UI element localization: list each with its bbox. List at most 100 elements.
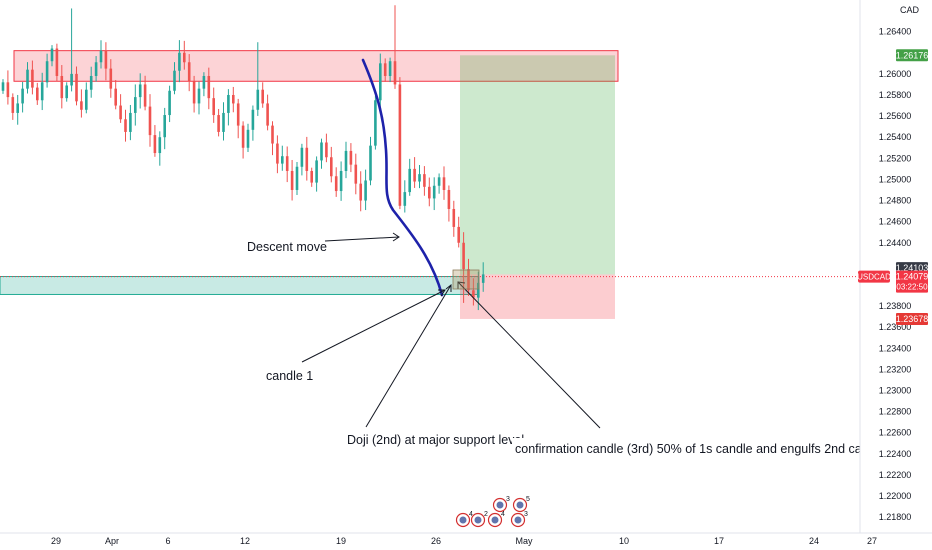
candle-body[interactable] [428,186,431,199]
candle-body[interactable] [349,150,353,165]
price-axis[interactable]: CAD 1.264001.260001.258001.256001.254001… [857,0,932,550]
descent-arrow[interactable] [324,236,400,242]
candle-body[interactable] [129,112,132,132]
candle-body[interactable] [217,115,220,132]
candle-body[interactable] [442,177,446,190]
candle-body[interactable] [222,112,225,132]
candle-body[interactable] [276,143,279,164]
candle-body[interactable] [202,75,206,89]
candle-body[interactable] [403,192,407,206]
doji-arrow[interactable] [365,284,452,428]
candle-body[interactable] [477,282,480,298]
candle-body[interactable] [134,97,137,113]
candle-body[interactable] [452,208,456,227]
candle-body[interactable] [300,147,304,167]
candle-body[interactable] [295,166,299,190]
candle-body[interactable] [109,68,113,89]
candle-body[interactable] [472,290,475,298]
candle-body[interactable] [374,100,377,146]
candle-body[interactable] [266,103,269,126]
candle-body[interactable] [310,170,313,183]
candle-body[interactable] [383,63,387,76]
candle-body[interactable] [398,84,402,206]
candle-body[interactable] [50,48,54,62]
candle-body[interactable] [6,82,10,98]
candle-body[interactable] [40,82,44,101]
candle-body[interactable] [457,226,460,243]
candle-body[interactable] [148,106,152,136]
candle-body[interactable] [124,119,127,132]
candle-body[interactable] [271,125,274,144]
candle-body[interactable] [60,75,64,99]
candle-body[interactable] [408,168,411,193]
candle-body[interactable] [85,89,88,110]
support-zone[interactable] [0,276,480,295]
candle-body[interactable] [1,82,5,91]
candle-body[interactable] [197,88,201,104]
candle-body[interactable] [236,103,240,126]
candle-body[interactable] [114,88,117,106]
take-profit-area[interactable] [460,55,615,275]
candle-body[interactable] [65,85,68,99]
candle-body[interactable] [11,97,15,113]
candle-body[interactable] [447,189,451,209]
candle-body[interactable] [364,180,367,201]
candle-body[interactable] [31,69,34,88]
candle-body[interactable] [26,69,29,89]
candle-body[interactable] [339,170,343,192]
descent-curve[interactable] [361,58,444,297]
stop-loss-area[interactable] [460,274,615,319]
candle-body[interactable] [45,61,49,83]
candle-body[interactable] [207,75,211,99]
candle-body[interactable] [138,84,142,98]
candle-body[interactable] [227,94,230,113]
candle-body[interactable] [36,87,39,101]
candle-body[interactable] [21,88,24,104]
candle-body[interactable] [285,156,289,171]
candle-body[interactable] [251,109,255,130]
candle-body[interactable] [467,269,470,291]
candle-body[interactable] [256,89,260,110]
candle-body[interactable] [359,183,362,201]
candle-body[interactable] [89,75,93,90]
candle-body[interactable] [246,129,250,148]
candle-body[interactable] [212,98,215,116]
candle-body[interactable] [393,61,397,85]
candle-body[interactable] [70,73,73,86]
candle-body[interactable] [75,73,78,102]
candle-body[interactable] [261,89,264,104]
candle-body[interactable] [173,70,176,91]
candle-body[interactable] [388,61,392,76]
candle-body[interactable] [413,168,416,182]
candle-body[interactable] [16,103,19,113]
candle-body[interactable] [320,142,323,161]
time-axis[interactable]: 29 Apr 6 12 19 26 May 10 17 24 27 [0,532,932,550]
candle-body[interactable] [354,164,358,184]
candle-body[interactable] [94,62,98,76]
candle-body[interactable] [187,62,191,82]
resistance-zone[interactable] [13,50,619,82]
confirmation-arrow[interactable] [457,281,601,429]
candle-body[interactable] [462,242,465,270]
candle-body[interactable] [183,52,186,63]
candle-body[interactable] [334,176,338,192]
candle-body[interactable] [281,156,284,164]
candle-body[interactable] [437,177,441,186]
candle-body[interactable] [153,135,157,154]
candle-body[interactable] [119,105,122,120]
candle-body[interactable] [325,142,328,158]
candle-body[interactable] [379,63,382,101]
candle-body[interactable] [178,52,181,71]
candle-body[interactable] [330,157,333,177]
candle-body[interactable] [192,81,196,104]
candle-body[interactable] [168,90,171,116]
candle-body[interactable] [315,160,318,183]
candle-body[interactable] [104,50,108,69]
candle-body[interactable] [423,174,426,187]
candle-body[interactable] [344,150,348,171]
candle-body[interactable] [232,94,235,104]
candle-body[interactable] [305,147,309,171]
candle-body[interactable] [369,145,372,181]
